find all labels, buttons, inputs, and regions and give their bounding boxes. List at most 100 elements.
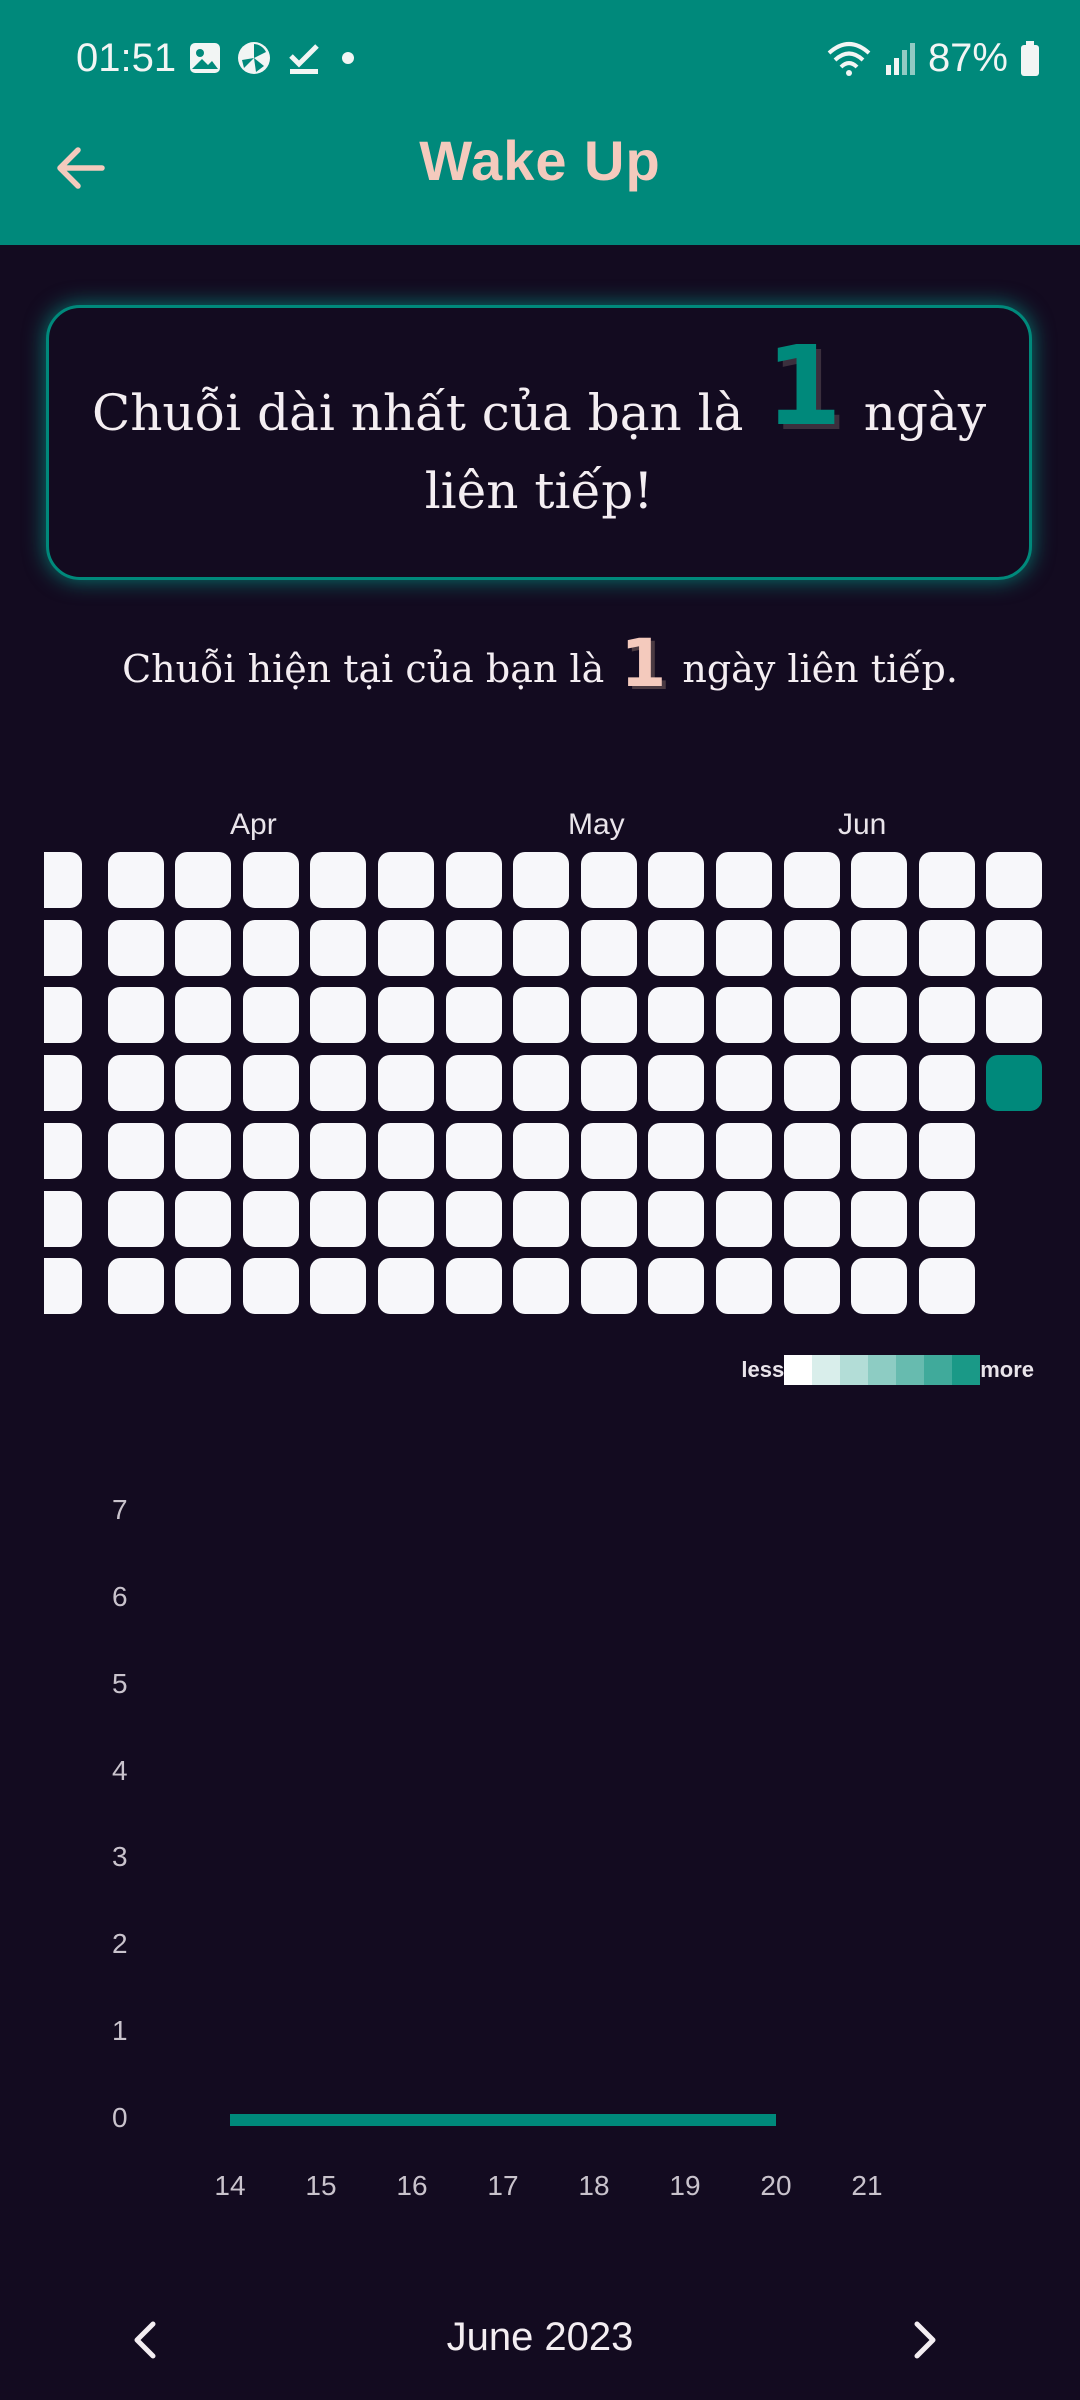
page-title: Wake Up: [419, 129, 661, 192]
heatmap-cell: [783, 1258, 840, 1315]
current-streak-value: 1: [620, 625, 667, 702]
heatmap-cell: [513, 1258, 570, 1315]
heatmap-cell: [445, 1122, 502, 1179]
heatmap-cell: [175, 919, 232, 976]
longest-streak-prefix: Chuỗi dài nhất của bạn là: [91, 383, 744, 442]
heatmap-cell: [107, 852, 164, 908]
y-tick-label: 3: [112, 1841, 128, 1873]
heatmap-cell: [44, 1258, 82, 1315]
heatmap-cell: [513, 1055, 570, 1112]
heatmap-cell: [513, 852, 570, 908]
chevron-left-icon[interactable]: [115, 2310, 175, 2370]
weekly-chart: 0 1 2 3 4 5 6 7 14 15 16 17 18 19 20 21: [0, 1480, 1080, 2210]
heatmap-cell: [851, 852, 908, 908]
heatmap-cell: [648, 852, 705, 908]
dot-icon: [342, 52, 354, 64]
heatmap-cell: [445, 852, 502, 908]
heatmap-cell: [851, 1122, 908, 1179]
legend-swatch: [924, 1355, 953, 1385]
heatmap-cell: [716, 1190, 772, 1247]
heatmap-month-label: Apr: [230, 808, 277, 841]
legend-swatch: [952, 1355, 981, 1385]
heatmap-cell: [918, 1055, 975, 1112]
heatmap-cell: [310, 919, 367, 976]
legend-less-label: less: [741, 1357, 785, 1382]
heatmap-cell: [580, 987, 637, 1044]
heatmap-cell: [580, 1122, 637, 1179]
y-tick-label: 2: [112, 1928, 128, 1960]
heatmap-cell: [918, 919, 975, 976]
heatmap-month-label: Jun: [838, 808, 887, 841]
app-bar: 01:51 87% Wake Up: [0, 0, 1080, 245]
heatmap-cell: [445, 1190, 502, 1247]
heatmap-cell: [986, 987, 1043, 1044]
heatmap-cell: [107, 1122, 164, 1179]
heatmap-cell: [513, 1122, 570, 1179]
y-tick-label: 1: [112, 2015, 128, 2047]
battery-percentage: 87%: [927, 36, 1008, 80]
heatmap-cell: [783, 987, 840, 1044]
longest-streak-card: Chuỗi dài nhất của bạn là 1 ngày liên ti…: [46, 305, 1032, 580]
longest-streak-text: Chuỗi dài nhất của bạn là 1 ngày liên ti…: [89, 321, 989, 530]
heatmap-cell: [716, 852, 772, 908]
heatmap-cell: [513, 1190, 570, 1247]
heatmap-cell: [378, 1055, 434, 1112]
x-tick-label: 20: [760, 2170, 792, 2201]
current-streak-text: Chuỗi hiện tại của bạn là 1 ngày liên ti…: [0, 625, 1080, 702]
heatmap-cell: [648, 1055, 705, 1112]
heatmap-cell: [648, 1190, 705, 1247]
legend-swatches: [784, 1355, 981, 1385]
heatmap-cell: [513, 987, 570, 1044]
heatmap-cell: [783, 1122, 840, 1179]
longest-streak-value: 1: [765, 321, 842, 450]
current-streak-prefix: Chuỗi hiện tại của bạn là: [122, 647, 605, 691]
heatmap-cell: [851, 1258, 908, 1315]
chart-plot-area: [230, 2114, 776, 2126]
chevron-right-icon[interactable]: [895, 2310, 955, 2370]
heatmap-cell: [107, 1258, 164, 1315]
heatmap-cell: [242, 1055, 299, 1112]
heatmap-cell: [378, 1190, 434, 1247]
heatmap-cell: [716, 919, 772, 976]
heatmap-cell: [918, 1122, 975, 1179]
heatmap-cell: [242, 919, 299, 976]
x-tick-label: 15: [305, 2170, 337, 2201]
heatmap-cell: [918, 852, 975, 908]
heatmap-cell: [648, 987, 705, 1044]
heatmap-cell: [310, 1190, 367, 1247]
heatmap-cell: [107, 1055, 164, 1112]
heatmap-cell: [716, 987, 772, 1044]
heatmap-month-label: May: [568, 808, 625, 841]
heatmap-cell: [513, 919, 570, 976]
heatmap-cell: [44, 919, 82, 976]
legend-swatch: [868, 1355, 897, 1385]
x-tick-label: 16: [396, 2170, 428, 2201]
pinwheel-icon: [238, 42, 270, 74]
current-month-label: June 2023: [446, 2315, 634, 2359]
heatmap-cell: [175, 987, 232, 1044]
heatmap-cell: [242, 1258, 299, 1315]
y-tick-label: 6: [112, 1580, 128, 1612]
heatmap-cell: [310, 1258, 367, 1315]
heatmap-cell: [648, 919, 705, 976]
x-tick-label: 18: [578, 2170, 610, 2201]
heatmap-cell: [580, 1055, 637, 1112]
gallery-icon: [190, 43, 220, 73]
heatmap-cell: [310, 987, 367, 1044]
heatmap-cell: [851, 1055, 908, 1112]
heatmap-cell: [175, 1190, 232, 1247]
heatmap-cell: [580, 852, 637, 908]
heatmap-cell: [378, 1122, 434, 1179]
y-tick-label: 7: [112, 1494, 128, 1525]
heatmap-cell: [378, 919, 434, 976]
heatmap-cell: [851, 1190, 908, 1247]
signal-icon: [885, 42, 915, 75]
arrow-left-icon[interactable]: [52, 140, 108, 196]
y-tick-label: 4: [112, 1754, 128, 1786]
heatmap-legend: less more: [741, 1355, 1034, 1385]
x-tick-label: 21: [851, 2170, 883, 2201]
heatmap-cell: [310, 1055, 367, 1112]
heatmap-cell: [580, 1258, 637, 1315]
heatmap-cell: [783, 919, 840, 976]
heatmap-cell: [986, 1055, 1043, 1112]
